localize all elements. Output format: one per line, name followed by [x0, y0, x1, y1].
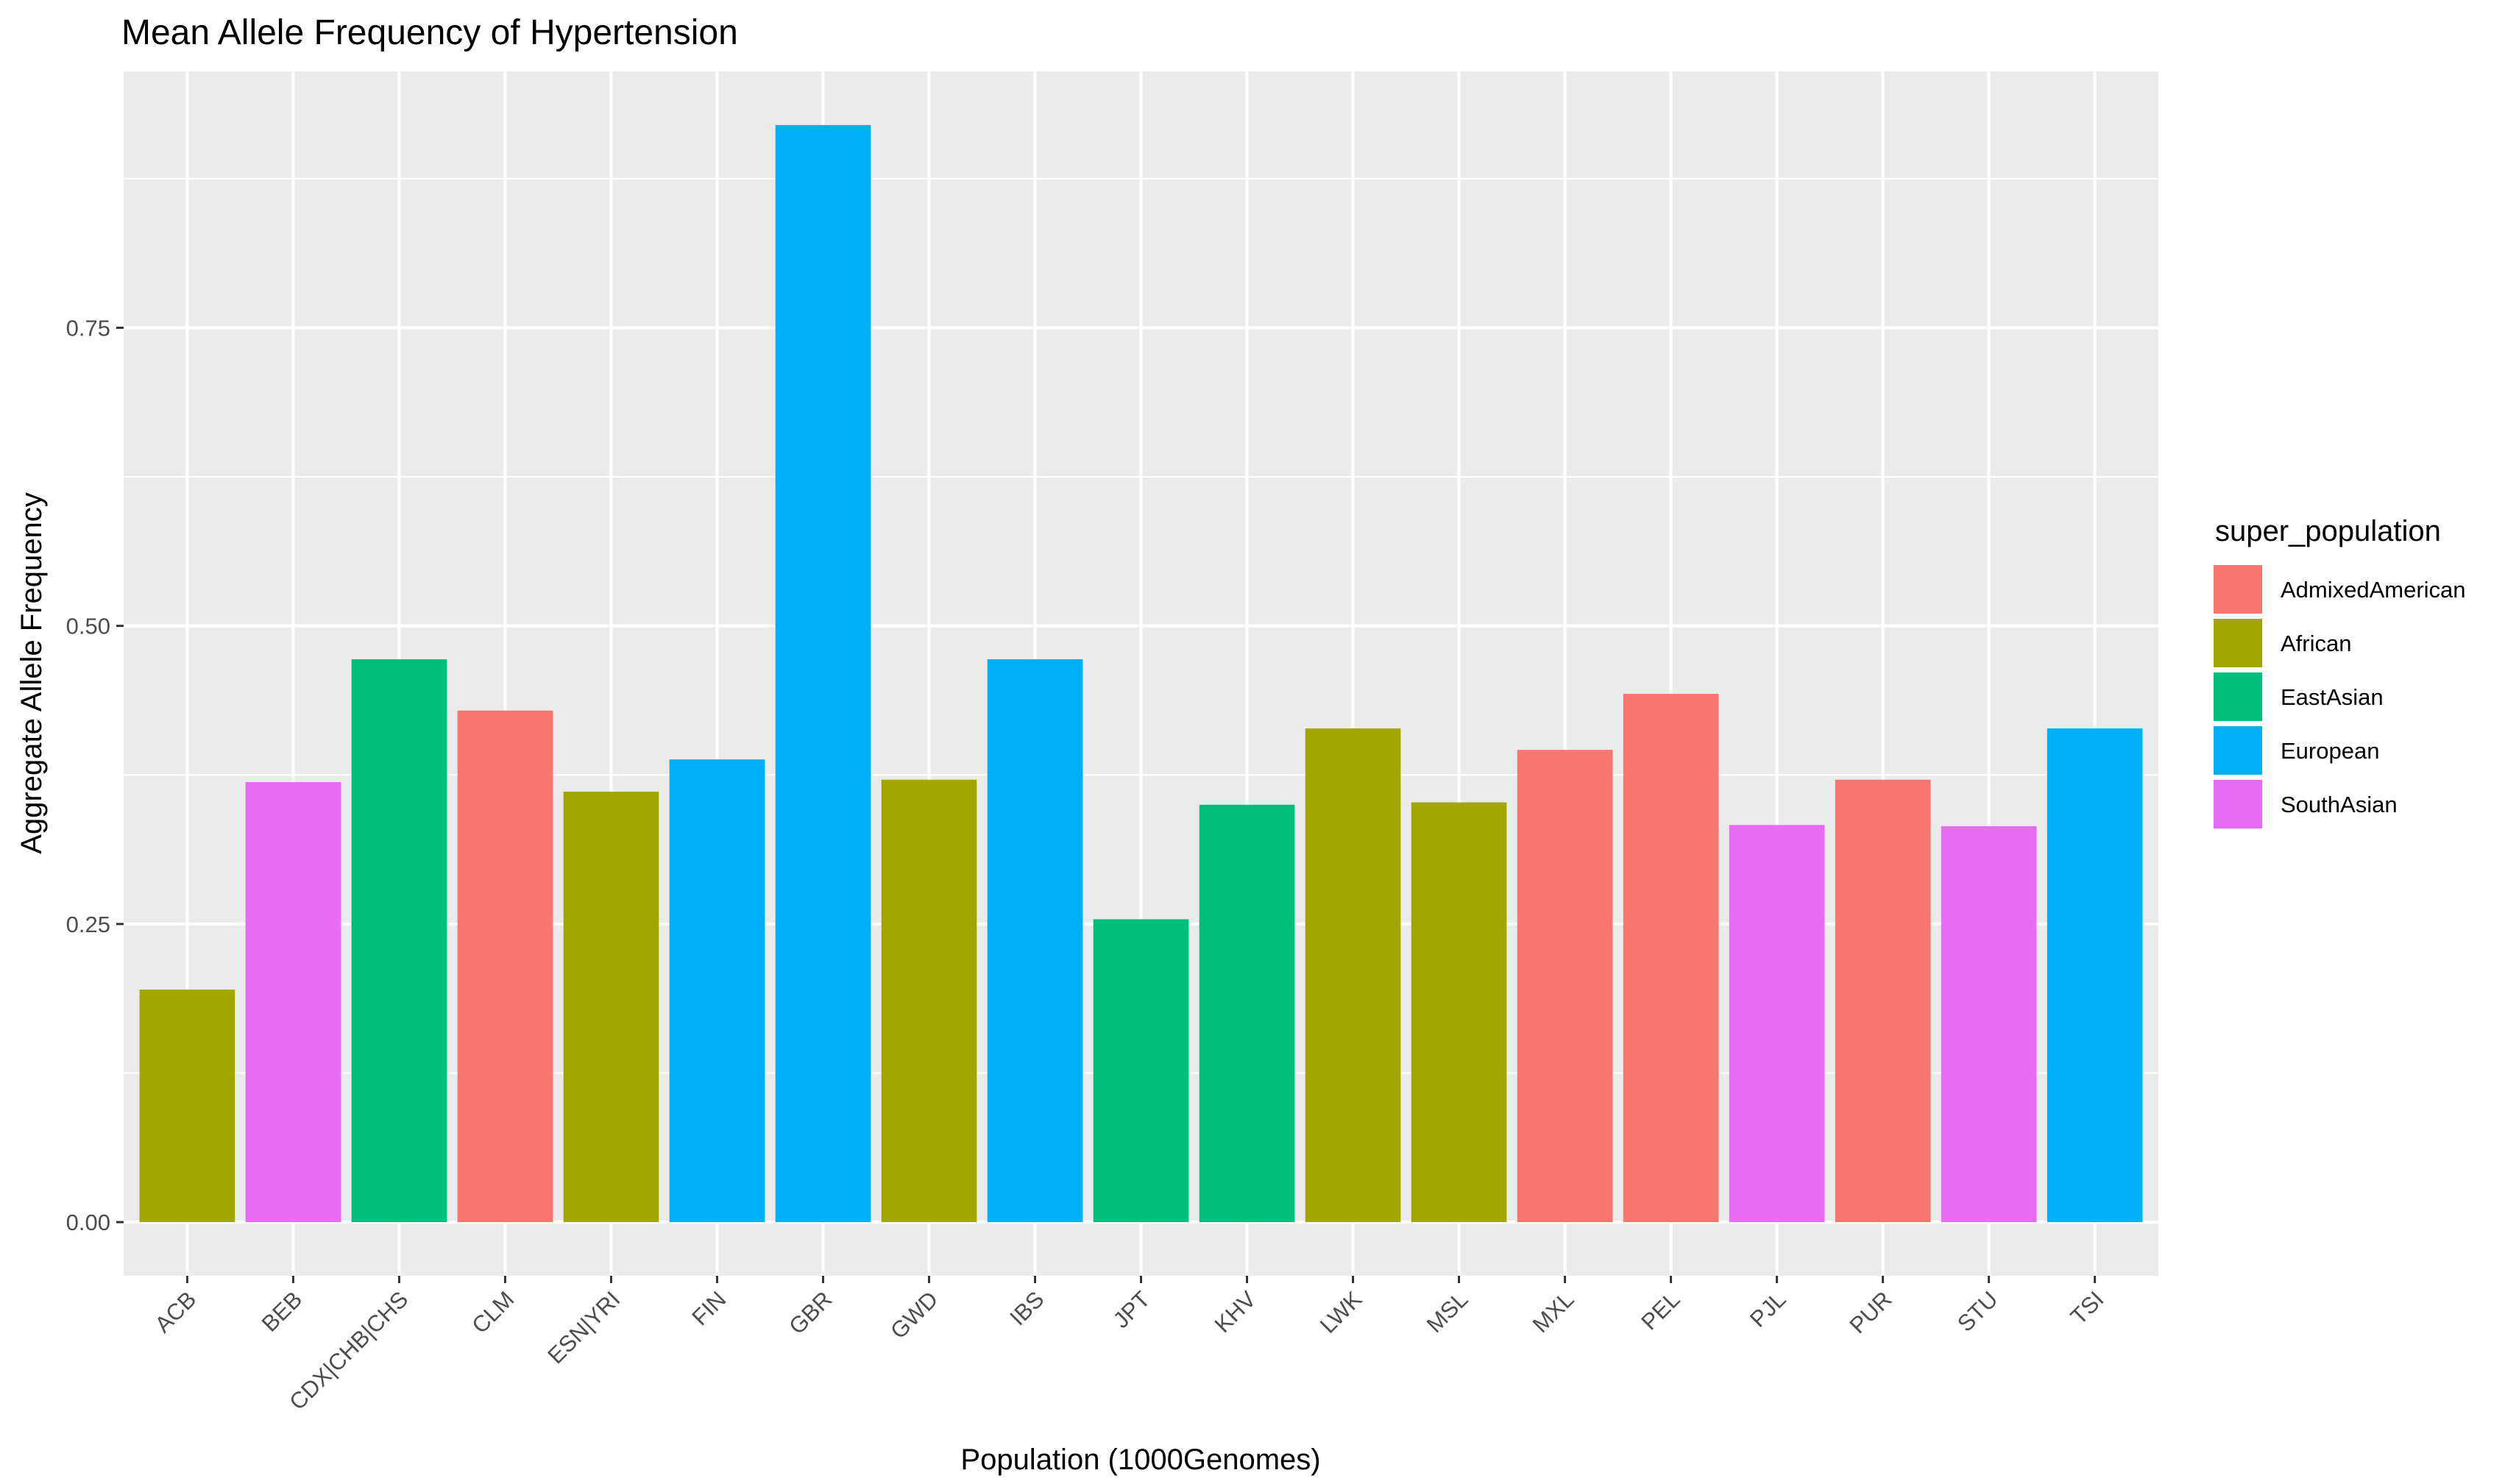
x-tick-label: TSI — [2066, 1286, 2109, 1329]
bar-gbr — [775, 124, 871, 1223]
bar-acb — [139, 990, 235, 1223]
bars-layer — [139, 124, 2143, 1223]
x-tick-label: JPT — [1108, 1286, 1155, 1333]
y-tick-label: 0.75 — [66, 315, 110, 341]
legend-key — [2214, 672, 2262, 721]
legend-title: super_population — [2215, 515, 2441, 547]
legend-key — [2214, 619, 2262, 667]
x-tick-label: ESN|YRI — [542, 1286, 625, 1368]
x-tick-label: PUR — [1844, 1286, 1896, 1338]
bar-pur — [1835, 779, 1931, 1223]
x-tick-label: FIN — [687, 1286, 731, 1330]
bar-jpt — [1093, 919, 1189, 1223]
bar-khv — [1199, 804, 1295, 1223]
bar-msl — [1411, 802, 1507, 1223]
bar-beb — [245, 781, 341, 1223]
x-tick-label: ACB — [150, 1286, 202, 1338]
legend-label: EastAsian — [2281, 684, 2384, 710]
y-tick-label: 0.50 — [66, 614, 110, 639]
bar-esn-yri — [563, 791, 659, 1223]
bar-ibs — [987, 659, 1083, 1223]
bar-cdx-chb-chs — [351, 659, 447, 1223]
y-tick-label: 0.25 — [66, 912, 110, 937]
x-tick-label: IBS — [1005, 1286, 1049, 1330]
y-axis-title: Aggregate Allele Frequency — [15, 492, 48, 853]
legend-key — [2214, 726, 2262, 775]
legend-label: AdmixedAmerican — [2281, 577, 2466, 603]
x-tick-label: PJL — [1745, 1286, 1791, 1332]
x-tick-label: GBR — [784, 1286, 837, 1339]
bar-gwd — [881, 779, 977, 1223]
bar-pjl — [1729, 825, 1825, 1223]
bar-lwk — [1305, 728, 1401, 1223]
x-tick-label: LWK — [1315, 1286, 1367, 1338]
x-tick-label: MXL — [1528, 1286, 1579, 1338]
legend-label: African — [2281, 631, 2351, 656]
bar-tsi — [2047, 728, 2143, 1223]
legend-label: European — [2281, 738, 2379, 764]
legend-label: SouthAsian — [2281, 792, 2398, 817]
bar-pel — [1623, 694, 1719, 1223]
x-tick-label: KHV — [1210, 1286, 1261, 1338]
legend: super_population AdmixedAmerican African E… — [2214, 515, 2466, 828]
x-axis-title: Population (1000Genomes) — [960, 1444, 1320, 1476]
bar-clm — [457, 710, 553, 1223]
x-tick-label: MSL — [1422, 1286, 1473, 1338]
y-tick-label: 0.00 — [66, 1210, 110, 1235]
bar-mxl — [1517, 750, 1613, 1223]
bar-fin — [669, 759, 765, 1223]
y-axis: 0.00 0.25 0.50 0.75 — [66, 315, 124, 1235]
x-tick-label: STU — [1952, 1286, 2003, 1337]
legend-key — [2214, 565, 2262, 614]
x-tick-label: GWD — [885, 1286, 943, 1343]
x-tick-label: CLM — [467, 1286, 519, 1338]
legend-key — [2214, 780, 2262, 828]
legend-items: AdmixedAmerican African EastAsian European S… — [2214, 565, 2466, 828]
x-tick-label: PEL — [1636, 1286, 1684, 1335]
chart-title: Mean Allele Frequency of Hypertension — [121, 13, 738, 52]
bar-stu — [1941, 826, 2037, 1223]
x-tick-label: BEB — [257, 1286, 308, 1337]
